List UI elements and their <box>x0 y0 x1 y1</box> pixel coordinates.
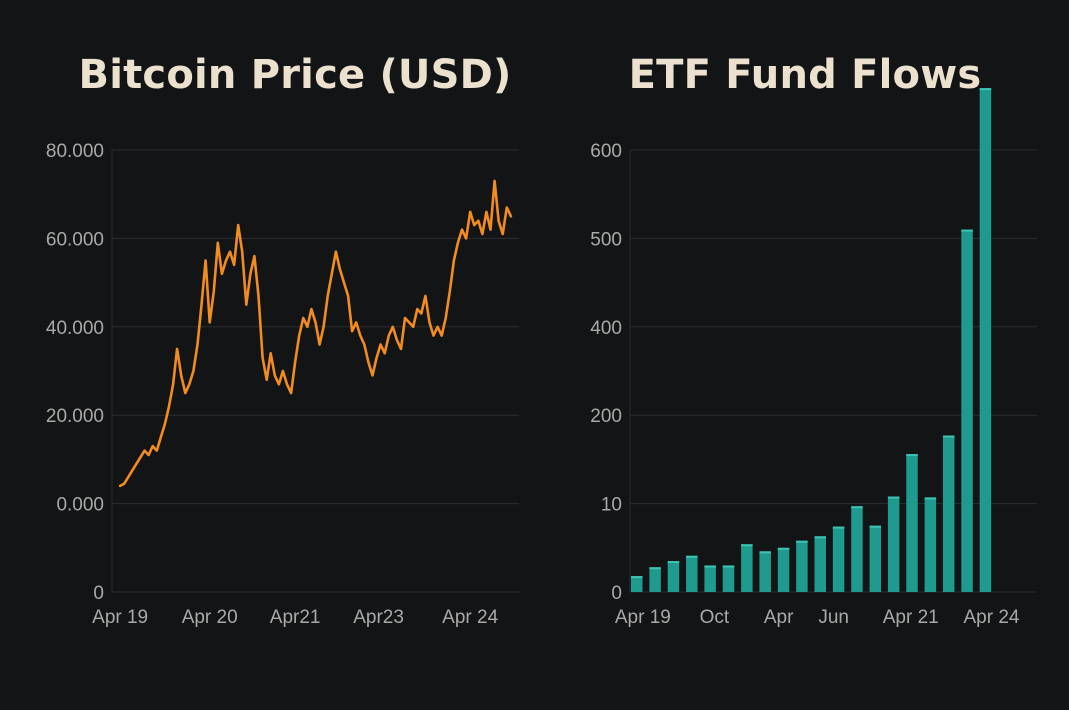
etf-bar-cap <box>814 536 826 539</box>
etf-bar <box>667 561 680 592</box>
etf-x-tick-label: Apr <box>764 607 794 628</box>
etf-bar <box>759 551 771 592</box>
etf-bar-cap <box>924 497 937 500</box>
etf-bar <box>814 536 826 592</box>
bitcoin-y-tick-label: 40.000 <box>46 318 104 339</box>
etf-y-tick-label: 0 <box>611 583 622 604</box>
etf-bar <box>631 576 643 592</box>
etf-x-tick-label: Jun <box>818 607 849 628</box>
etf-y-tick-label: 200 <box>590 406 622 427</box>
etf-y-tick-label: 600 <box>590 141 622 162</box>
bitcoin-chart-title: Bitcoin Price (USD) <box>78 52 512 98</box>
etf-bar-cap <box>832 526 845 529</box>
etf-bar <box>906 454 918 592</box>
bitcoin-x-tick-label: Apr21 <box>270 607 321 628</box>
etf-bar-cap <box>979 88 992 91</box>
etf-chart-title: ETF Fund Flows <box>628 52 982 98</box>
bitcoin-y-tick-label: 80.000 <box>46 141 104 162</box>
etf-bar <box>704 565 716 592</box>
etf-bar-cap <box>796 540 808 543</box>
etf-bar <box>796 540 808 592</box>
etf-x-tick-label: Oct <box>700 607 730 628</box>
bitcoin-x-tick-label: Apr 24 <box>442 607 498 628</box>
bitcoin-x-tick-label: Apr 19 <box>92 607 148 628</box>
etf-bar <box>722 565 735 592</box>
etf-bar <box>832 526 845 592</box>
etf-bar-cap <box>741 544 753 547</box>
etf-bar <box>686 555 698 592</box>
etf-bar-cap <box>649 567 661 570</box>
etf-y-tick-label: 400 <box>590 318 622 339</box>
etf-bar-cap <box>722 565 735 568</box>
etf-bar <box>961 229 973 592</box>
etf-bar <box>649 567 661 592</box>
etf-y-tick-label: 500 <box>590 229 622 250</box>
etf-bar-cap <box>869 525 882 528</box>
etf-bar-cap <box>631 576 643 579</box>
etf-bar-cap <box>704 565 716 568</box>
bitcoin-x-tick-label: Apr 20 <box>182 607 238 628</box>
etf-bar <box>979 88 992 593</box>
etf-bar-cap <box>851 506 863 509</box>
bitcoin-y-tick-label: 0 <box>93 583 104 604</box>
etf-y-tick-label: 10 <box>601 495 622 516</box>
etf-x-tick-label: Apr 24 <box>964 607 1020 628</box>
etf-bar <box>741 544 753 592</box>
etf-bar-cap <box>887 496 900 499</box>
etf-bar-cap <box>686 555 698 558</box>
etf-bar-cap <box>942 435 955 438</box>
etf-bar <box>924 497 937 592</box>
etf-bar-cap <box>667 561 680 564</box>
etf-x-tick-label: Apr 19 <box>615 607 671 628</box>
etf-bar <box>777 547 790 592</box>
etf-bar-cap <box>777 547 790 550</box>
bitcoin-y-tick-label: 20.000 <box>46 406 104 427</box>
bitcoin-price-line <box>118 179 513 488</box>
etf-bar-cap <box>906 454 918 457</box>
bitcoin-y-tick-label: 60.000 <box>46 229 104 250</box>
etf-bar <box>851 506 863 592</box>
etf-bar <box>869 525 882 592</box>
etf-bar-cap <box>961 229 973 232</box>
etf-bar <box>887 496 900 592</box>
bitcoin-x-tick-label: Apr23 <box>353 607 404 628</box>
etf-bar-cap <box>759 551 771 554</box>
etf-bar <box>942 435 955 592</box>
bitcoin-y-tick-label: 0.000 <box>56 495 104 516</box>
etf-x-tick-label: Apr 21 <box>883 607 939 628</box>
